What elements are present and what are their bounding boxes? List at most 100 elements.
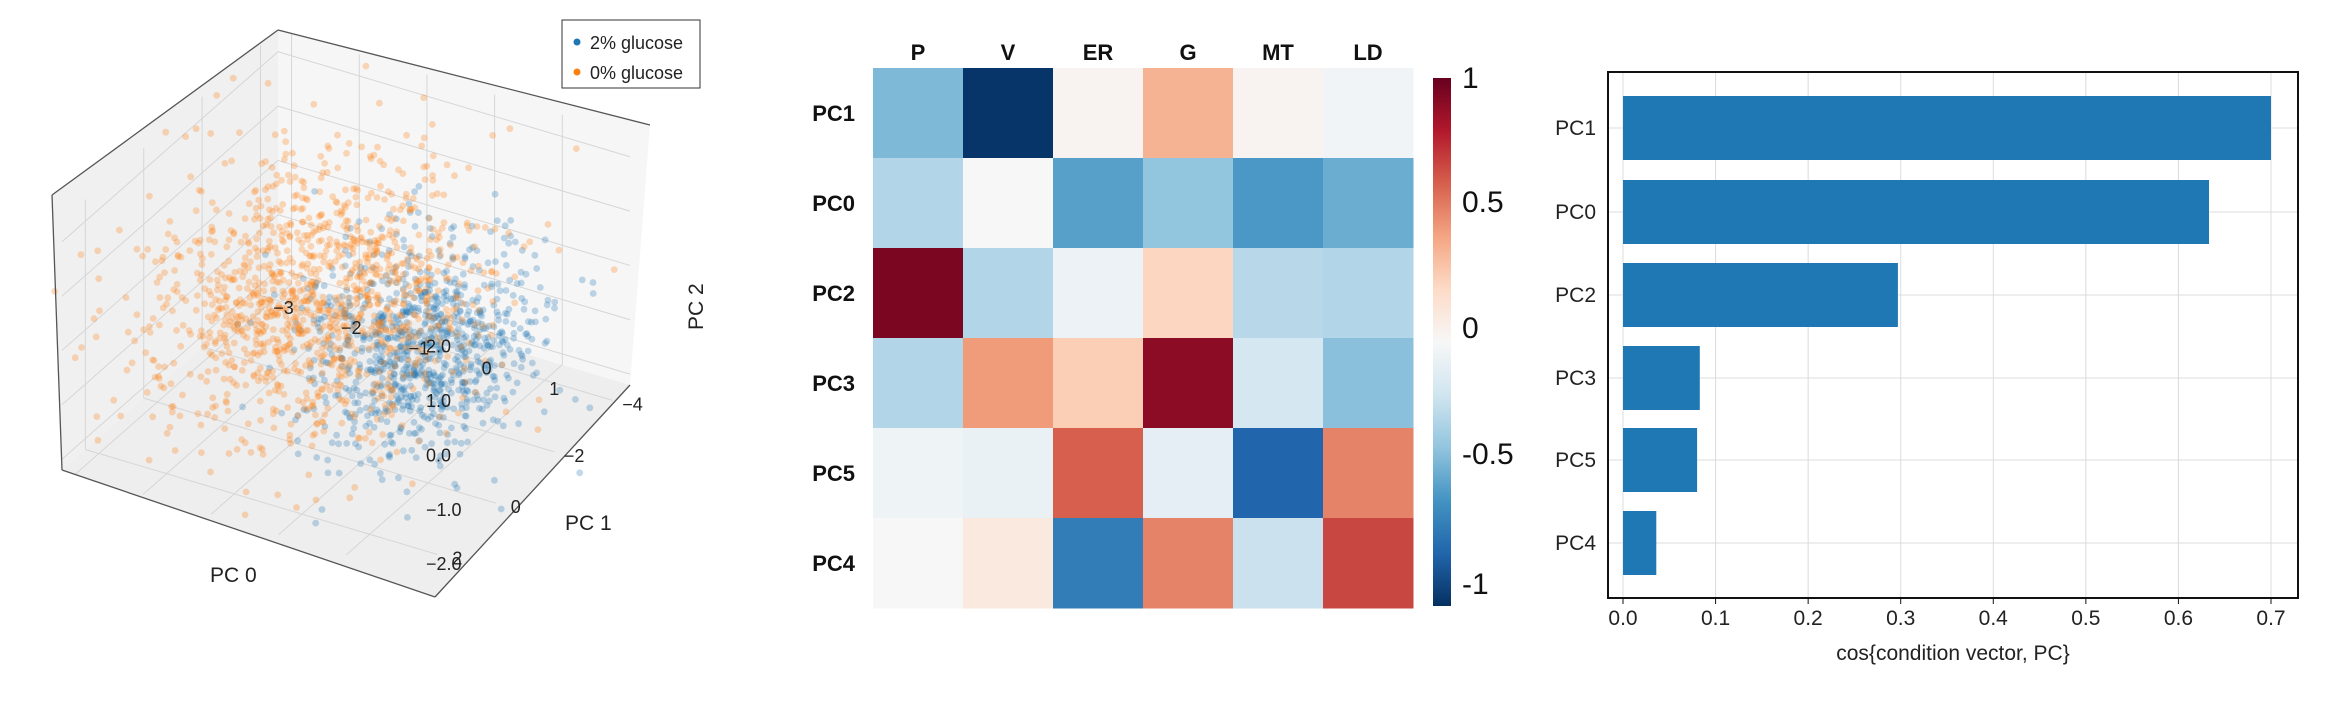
scatter-point [331, 294, 339, 302]
scatter-point [272, 204, 280, 212]
scatter-point [454, 294, 462, 302]
scatter-point [440, 334, 448, 342]
scatter-point [297, 205, 305, 213]
scatter-point [318, 506, 326, 513]
scatter-point [411, 361, 419, 369]
scatter-point [369, 251, 377, 259]
scatter-point [475, 306, 483, 314]
scatter-point [237, 326, 245, 333]
scatter-point [315, 212, 323, 220]
scatter-point [427, 303, 434, 311]
scatter-point [194, 292, 201, 299]
scatter-point [499, 422, 507, 430]
scatter-point [519, 355, 527, 363]
scatter-point [443, 161, 451, 169]
scatter-point [443, 315, 451, 322]
scatter-point [171, 267, 179, 274]
scatter-point [386, 399, 393, 407]
scatter-point [504, 341, 511, 349]
grid-line [277, 214, 631, 321]
xtick-label: 1 [549, 379, 559, 399]
scatter-point [271, 273, 278, 281]
scatter-point [476, 326, 484, 334]
scatter-point [450, 223, 458, 230]
scatter-point [307, 288, 315, 296]
scatter-point [498, 361, 506, 369]
scatter-point [319, 224, 327, 232]
scatter-point [332, 392, 339, 399]
scatter-point [408, 403, 415, 411]
scatter-point [455, 325, 462, 333]
scatter-point [397, 342, 405, 350]
scatter-point [307, 269, 315, 277]
scatter-point [347, 243, 355, 251]
scatter-point [239, 299, 247, 307]
scatter-point [425, 335, 433, 343]
scatter-point [323, 241, 331, 249]
grid-line [85, 448, 438, 555]
scatter-point [349, 266, 356, 274]
scatter-point [352, 264, 359, 271]
scatter-point [271, 348, 279, 355]
scatter-point [408, 446, 416, 454]
scatter-point [501, 310, 509, 317]
scatter-point [399, 307, 407, 315]
scatter-point [322, 399, 330, 407]
scatter-point [378, 389, 386, 397]
scatter-point [367, 366, 374, 374]
scatter-point [263, 221, 270, 229]
scatter-point [424, 288, 432, 296]
scatter-point [375, 239, 383, 247]
scatter-point [319, 418, 327, 426]
scatter-point [285, 279, 293, 286]
scatter-point [341, 400, 349, 408]
scatter-point [475, 262, 482, 270]
scatter-point [421, 337, 428, 345]
scatter-point [347, 312, 355, 320]
scatter-point [483, 369, 490, 377]
scatter-point [420, 163, 428, 171]
scatter-point [269, 183, 277, 190]
scatter-point [319, 293, 327, 301]
colorbar-tick-label: 0 [1462, 312, 1479, 345]
scatter-point [260, 328, 267, 335]
scatter-point [455, 340, 463, 348]
scatter-point [449, 368, 457, 376]
scatter-point [433, 295, 441, 302]
scatter-point [269, 368, 276, 375]
scatter-point [267, 298, 275, 306]
scatter-point [494, 311, 502, 319]
bar-xtick-label: 0.6 [2164, 607, 2193, 630]
scatter-point [371, 369, 379, 377]
grid-line [278, 344, 495, 535]
scatter-point [324, 306, 332, 314]
scatter-point [417, 404, 425, 412]
scatter-point [498, 337, 506, 344]
scatter-point [473, 298, 481, 305]
scatter-point [321, 411, 329, 418]
scatter-point [222, 316, 229, 324]
scatter-point [139, 252, 147, 260]
scatter-point [226, 321, 234, 329]
scatter-point [304, 260, 312, 268]
scatter-point [362, 435, 369, 442]
scatter-point [439, 371, 446, 379]
scatter-point [470, 396, 477, 404]
scatter-point [357, 310, 365, 318]
scatter-point [333, 209, 341, 217]
scatter-point [309, 432, 317, 439]
scatter-point [343, 286, 351, 294]
scatter-point [156, 273, 164, 281]
legend-marker-2pct [573, 38, 581, 46]
scatter-point [315, 392, 323, 400]
scatter-point [373, 245, 380, 253]
scatter-point [206, 329, 214, 336]
scatter-point [452, 293, 460, 301]
scatter-point [326, 345, 334, 353]
scatter-point [345, 342, 352, 349]
scatter-point [265, 244, 272, 252]
scatter-point [396, 428, 404, 436]
scatter-point [421, 289, 428, 296]
scatter-point [208, 251, 215, 258]
scatter-point [370, 342, 377, 350]
